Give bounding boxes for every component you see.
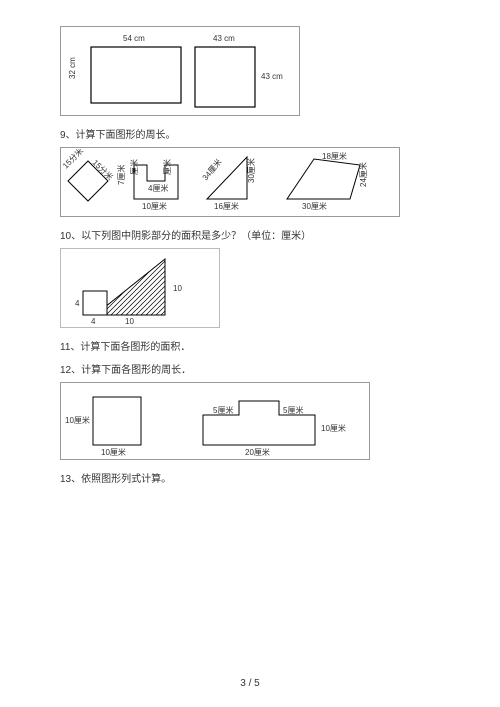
ushape-il: 厘米 [129, 159, 139, 175]
rect1-top-label: 54 cm [123, 34, 145, 43]
stair-right: 10厘米 [321, 423, 346, 433]
quad [287, 159, 360, 199]
rect2-right-label: 43 cm [261, 72, 283, 81]
ushape-bottom: 10厘米 [142, 201, 167, 211]
rect2 [195, 47, 255, 107]
rect2-top-label: 43 cm [213, 34, 235, 43]
ushape-ib: 4厘米 [148, 183, 168, 193]
q10-left: 4 [75, 299, 80, 308]
rect1-left-label: 32 cm [68, 57, 77, 79]
q12-text: 12、计算下面各图形的周长． [60, 361, 440, 376]
tri-left: 34厘米 [200, 157, 224, 183]
diamond-right: 15分米 [91, 157, 116, 182]
q8-svg: 54 cm 32 cm 43 cm 43 cm [65, 29, 295, 113]
ushape-ir: 厘米 [162, 159, 172, 175]
q10-text: 10、以下列图中阴影部分的面积是多少？（单位：厘米） [60, 227, 440, 242]
q9-svg: 15分米 15分米 7厘米 10厘米 4厘米 厘米 厘米 34厘米 30厘米 1… [62, 149, 398, 215]
q11-text: 11、计算下面各图形的面积． [60, 338, 440, 353]
q10-ba: 4 [91, 317, 96, 325]
tri-bottom: 16厘米 [214, 201, 239, 211]
page-number: 3 / 5 [0, 678, 500, 689]
quad-right: 24厘米 [358, 162, 368, 187]
tri-right: 30厘米 [246, 158, 256, 183]
q10-figure: 10 4 4 10 [60, 248, 220, 328]
stair-b: 5厘米 [283, 405, 303, 415]
sq-left: 10厘米 [65, 415, 90, 425]
rect1 [91, 47, 181, 103]
q9-text: 9、计算下面图形的周长。 [60, 126, 440, 141]
q13-text: 13、依照图形列式计算。 [60, 470, 440, 485]
quad-top: 18厘米 [322, 151, 347, 161]
q8-figure: 54 cm 32 cm 43 cm 43 cm [60, 26, 300, 116]
stair-a: 5厘米 [213, 405, 233, 415]
q9-figure: 15分米 15分米 7厘米 10厘米 4厘米 厘米 厘米 34厘米 30厘米 1… [60, 147, 400, 217]
q12-svg: 10厘米 10厘米 5厘米 5厘米 10厘米 20厘米 [63, 385, 367, 457]
square [93, 397, 141, 445]
sq-bottom: 10厘米 [101, 447, 126, 457]
small-square [83, 291, 107, 315]
q10-right: 10 [173, 284, 182, 293]
ushape-left: 7厘米 [116, 165, 126, 185]
stair-bottom: 20厘米 [245, 447, 270, 457]
q12-figure: 10厘米 10厘米 5厘米 5厘米 10厘米 20厘米 [60, 382, 370, 460]
q10-svg: 10 4 4 10 [65, 251, 215, 325]
q10-bb: 10 [125, 317, 134, 325]
quad-bottom: 30厘米 [302, 201, 327, 211]
